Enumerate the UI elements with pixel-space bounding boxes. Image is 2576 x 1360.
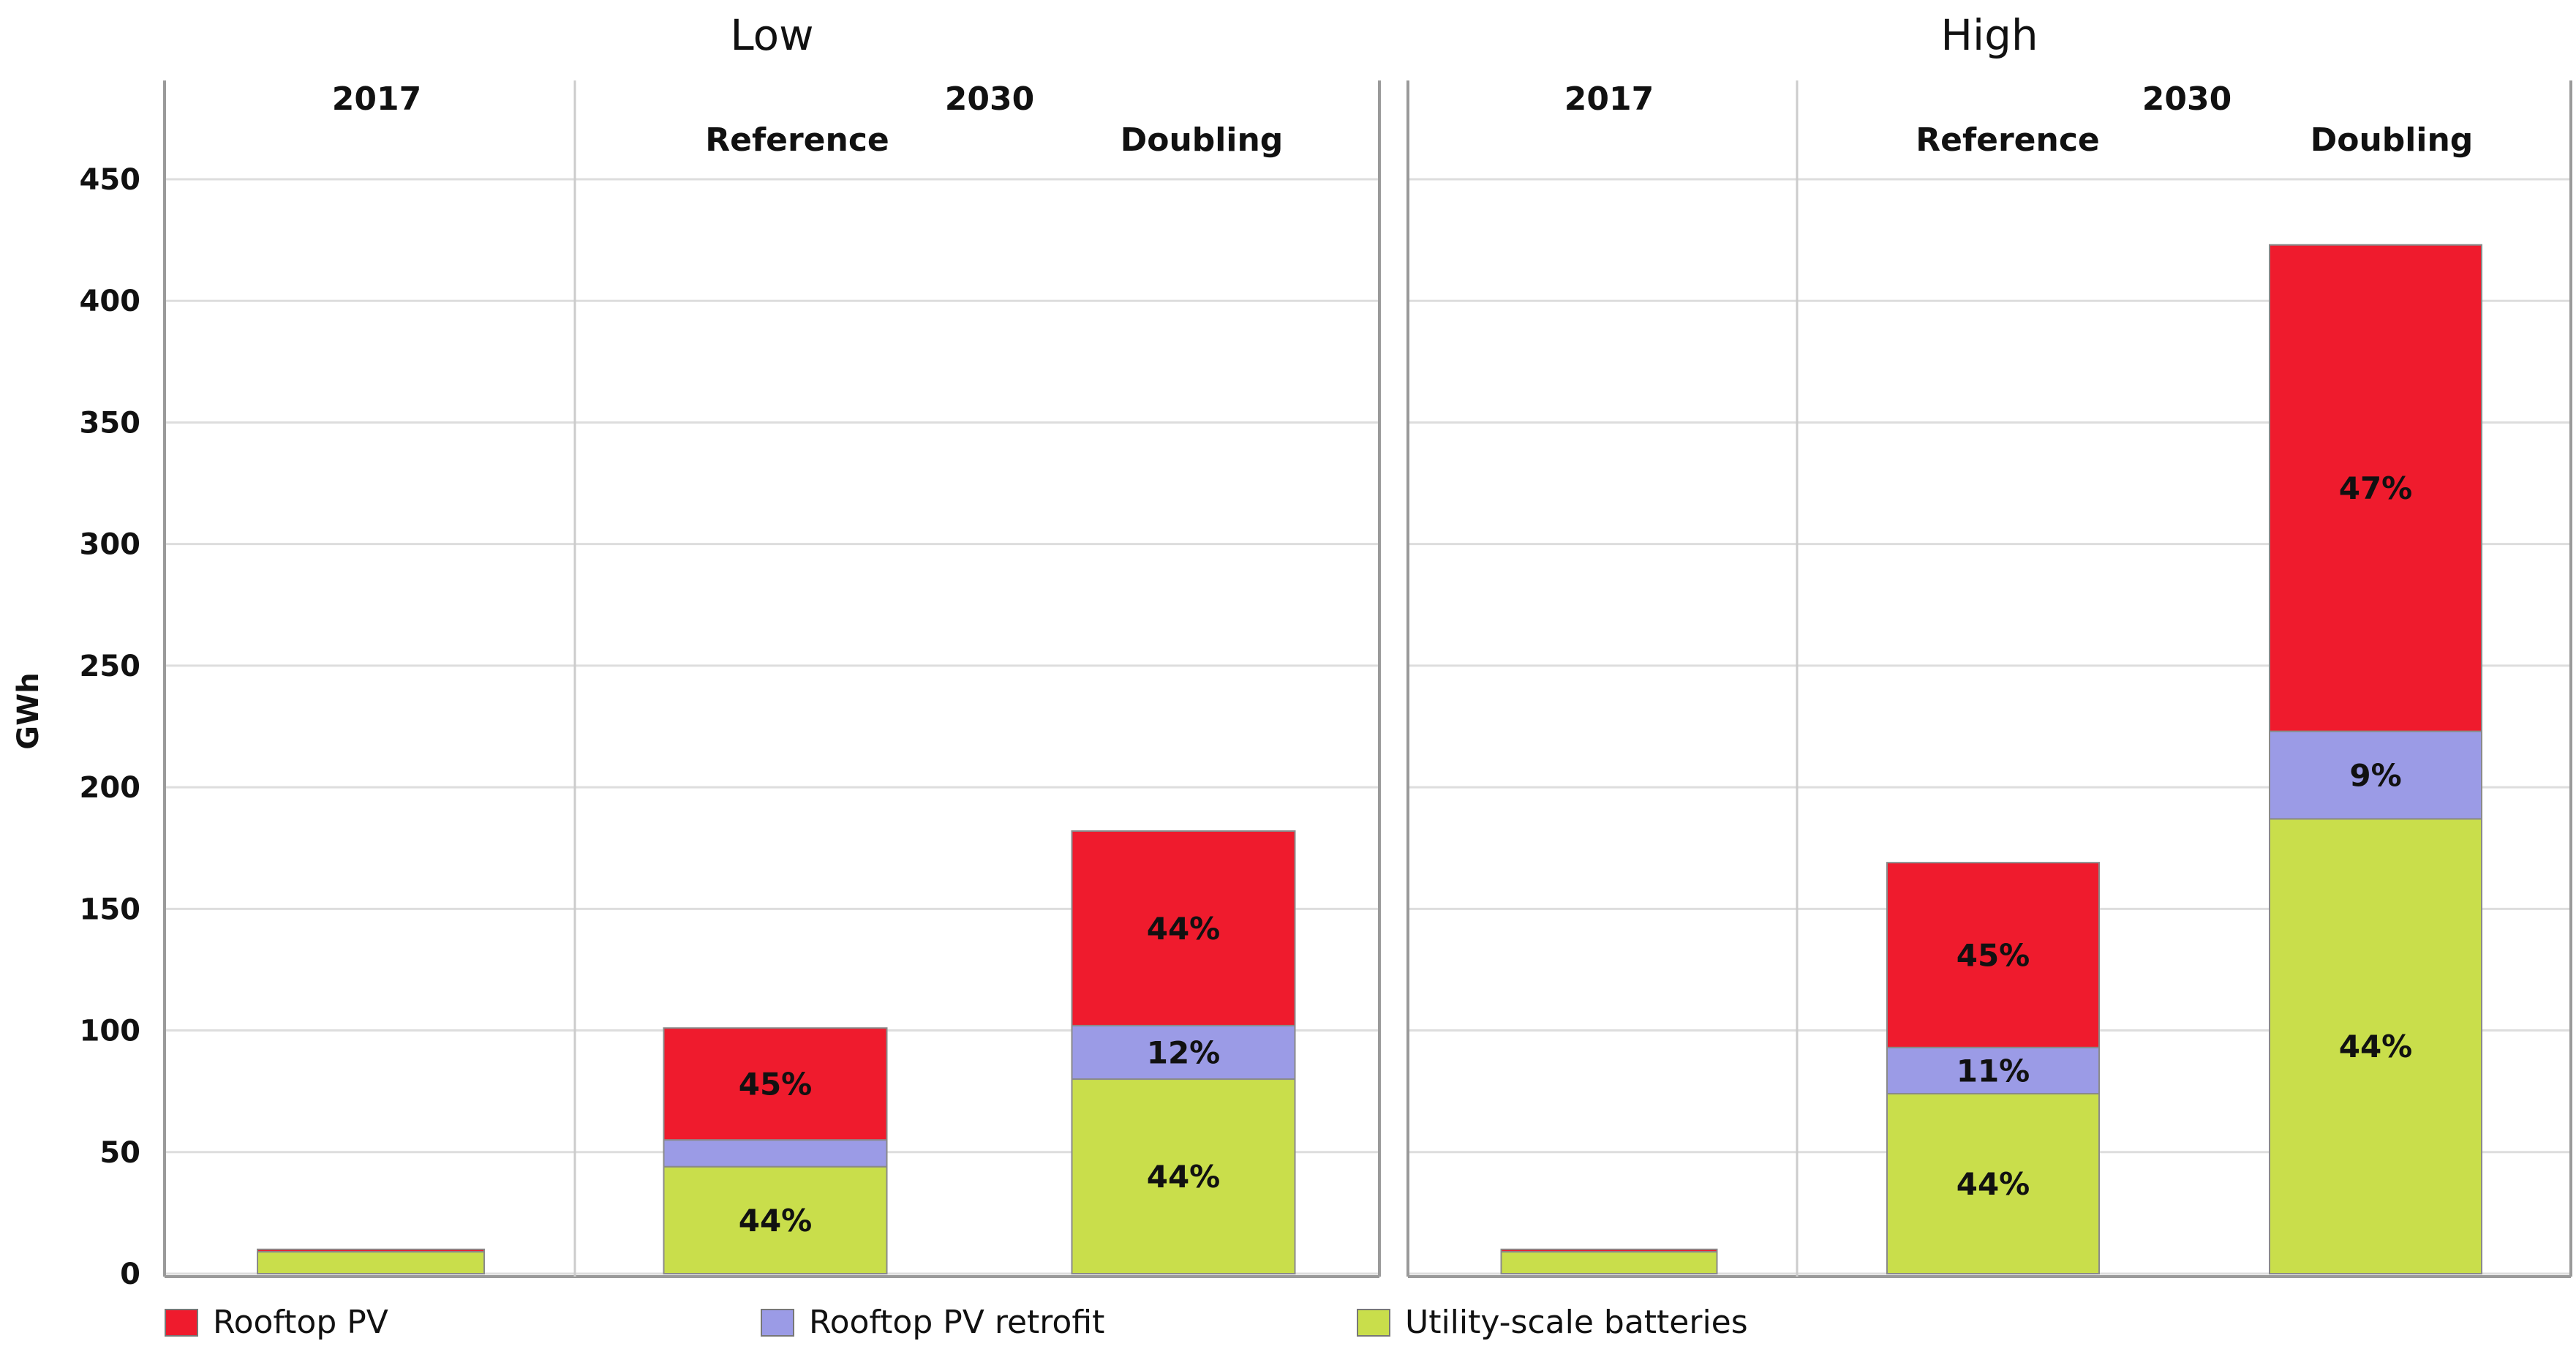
bar-segment-utility-scale-batteries	[257, 1251, 485, 1274]
segment-label: 44%	[1957, 1166, 2030, 1202]
segment-label: 12%	[1147, 1034, 1221, 1070]
bar-high-2030-doubling: 44% 9% 47%	[2269, 244, 2482, 1274]
segment-label: 9%	[2349, 757, 2401, 793]
bar-segment-utility-scale-batteries	[1500, 1251, 1718, 1274]
segment-label: 44%	[739, 1203, 813, 1239]
y-tick-label: 150	[80, 893, 141, 926]
year-header: 2030	[945, 80, 1034, 118]
bar-low-2017	[257, 1248, 485, 1274]
panel-low: Low 2017 2030 44% 45% Reference 44% 12% 44% Doubl…	[163, 10, 1381, 1278]
scenario-header: Doubling	[1121, 121, 1284, 159]
year-header: 2030	[2142, 80, 2232, 118]
bar-segment-utility-scale-batteries	[663, 1165, 888, 1275]
gridlines	[165, 178, 2571, 1275]
bar-segment-rooftop-pv	[1071, 830, 1296, 1026]
y-tick-label: 0	[120, 1258, 140, 1291]
legend-item-rooftop-pv-retrofit: Rooftop PV retrofit	[761, 1304, 1104, 1341]
scenario-header: Reference	[1916, 121, 2100, 159]
legend-swatch-utility-scale-batteries	[1357, 1308, 1390, 1337]
chart-panels: Low 2017 2030 44% 45% Reference 44% 12% 44% Doubl…	[163, 10, 2572, 1278]
legend: Rooftop PV Rooftop PV retrofit Utility-s…	[165, 1304, 2286, 1348]
legend-label-rooftop-pv-retrofit: Rooftop PV retrofit	[809, 1304, 1105, 1341]
bar-segment-rooftop-pv	[663, 1027, 888, 1141]
y-tick-label: 450	[80, 163, 141, 197]
bar-segment-rooftop-pv	[1500, 1248, 1718, 1253]
segment-label: 44%	[1147, 911, 1221, 947]
bar-segment-utility-scale-batteries	[1071, 1078, 1296, 1274]
y-tick-label: 300	[80, 528, 141, 562]
bar-segment-rooftop-pv	[1886, 862, 2100, 1048]
y-tick-label: 400	[80, 285, 141, 318]
bar-segment-rooftop-pv-retrofit	[2269, 730, 2482, 820]
bar-segment-rooftop-pv	[2269, 244, 2482, 732]
legend-item-utility-scale-batteries: Utility-scale batteries	[1357, 1304, 1748, 1341]
panel-high: High 2017 2030 44% 11% 45% Reference 44% 9% 47% Do…	[1406, 10, 2572, 1278]
bar-low-2030-doubling: 44% 12% 44%	[1071, 830, 1296, 1274]
bar-segment-rooftop-pv-retrofit	[1886, 1046, 2100, 1094]
panel-title: High	[1940, 10, 2038, 60]
y-axis: GWh 0 50 100 150 200 250 300 350 400 450	[12, 163, 140, 1291]
segment-label: 44%	[1147, 1159, 1221, 1195]
y-tick-label: 200	[80, 771, 141, 805]
legend-swatch-rooftop-pv-retrofit	[761, 1308, 794, 1337]
legend-label-rooftop-pv: Rooftop PV	[213, 1304, 388, 1341]
legend-item-rooftop-pv: Rooftop PV	[165, 1304, 388, 1341]
year-header: 2017	[332, 80, 421, 118]
year-header: 2017	[1564, 80, 1654, 118]
segment-label: 47%	[2339, 470, 2413, 506]
legend-label-utility-scale-batteries: Utility-scale batteries	[1405, 1304, 1748, 1341]
y-tick-label: 250	[80, 650, 141, 683]
segment-label: 44%	[2339, 1029, 2413, 1064]
y-tick-label: 350	[80, 406, 141, 440]
y-tick-label: 100	[80, 1015, 141, 1048]
bar-low-2030-reference: 44% 45%	[663, 1027, 888, 1275]
segment-label: 11%	[1957, 1053, 2030, 1089]
segment-label: 45%	[739, 1067, 813, 1102]
bar-segment-utility-scale-batteries	[1886, 1092, 2100, 1274]
y-tick-label: 50	[99, 1136, 140, 1170]
bar-segment-utility-scale-batteries	[2269, 818, 2482, 1274]
y-axis-label: GWh	[12, 672, 45, 749]
bar-high-2017	[1500, 1248, 1718, 1274]
bar-high-2030-reference: 44% 11% 45%	[1886, 862, 2100, 1274]
bar-segment-rooftop-pv-retrofit	[663, 1139, 888, 1168]
bar-segment-rooftop-pv	[257, 1248, 485, 1253]
segment-label: 45%	[1957, 937, 2030, 973]
panel-title: Low	[730, 10, 813, 60]
scenario-header: Reference	[705, 121, 889, 159]
legend-swatch-rooftop-pv	[165, 1308, 198, 1337]
scenario-header: Doubling	[2311, 121, 2474, 159]
